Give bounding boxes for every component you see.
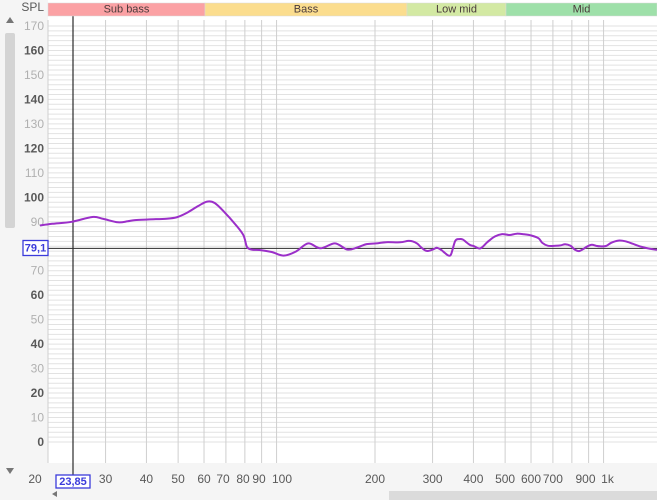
svg-text:500: 500: [495, 472, 515, 486]
svg-text:50: 50: [171, 472, 185, 486]
svg-text:30: 30: [99, 472, 113, 486]
svg-text:140: 140: [24, 92, 44, 106]
svg-text:700: 700: [543, 472, 563, 486]
svg-text:10: 10: [31, 411, 45, 425]
svg-text:50: 50: [31, 313, 45, 327]
svg-text:Low mid: Low mid: [436, 4, 477, 16]
svg-text:160: 160: [24, 44, 44, 58]
svg-text:Sub bass: Sub bass: [104, 4, 150, 16]
svg-text:40: 40: [31, 337, 45, 351]
svg-text:Bass: Bass: [294, 4, 319, 16]
svg-text:60: 60: [31, 288, 45, 302]
svg-text:90: 90: [31, 215, 45, 229]
svg-text:60: 60: [197, 472, 211, 486]
svg-text:200: 200: [365, 472, 385, 486]
svg-text:70: 70: [216, 472, 230, 486]
svg-text:110: 110: [25, 166, 44, 180]
svg-text:150: 150: [24, 68, 44, 82]
svg-text:900: 900: [575, 472, 595, 486]
svg-text:80: 80: [236, 472, 250, 486]
svg-text:20: 20: [31, 386, 45, 400]
svg-text:120: 120: [24, 141, 44, 155]
svg-text:300: 300: [423, 472, 443, 486]
svg-text:600: 600: [521, 472, 541, 486]
svg-text:70: 70: [31, 264, 45, 278]
svg-text:100: 100: [272, 472, 292, 486]
svg-text:1k: 1k: [601, 472, 615, 486]
svg-text:130: 130: [24, 117, 44, 131]
svg-text:30: 30: [31, 362, 45, 376]
svg-text:23,85: 23,85: [59, 476, 87, 488]
svg-text:100: 100: [24, 190, 44, 204]
svg-text:Mid: Mid: [573, 4, 591, 16]
svg-text:79,1: 79,1: [25, 243, 46, 255]
svg-text:SPL: SPL: [21, 0, 44, 14]
svg-text:400: 400: [463, 472, 483, 486]
svg-text:0: 0: [37, 435, 44, 449]
svg-text:90: 90: [252, 472, 266, 486]
svg-text:40: 40: [140, 472, 154, 486]
svg-text:20: 20: [28, 472, 42, 486]
svg-text:170: 170: [24, 19, 44, 33]
